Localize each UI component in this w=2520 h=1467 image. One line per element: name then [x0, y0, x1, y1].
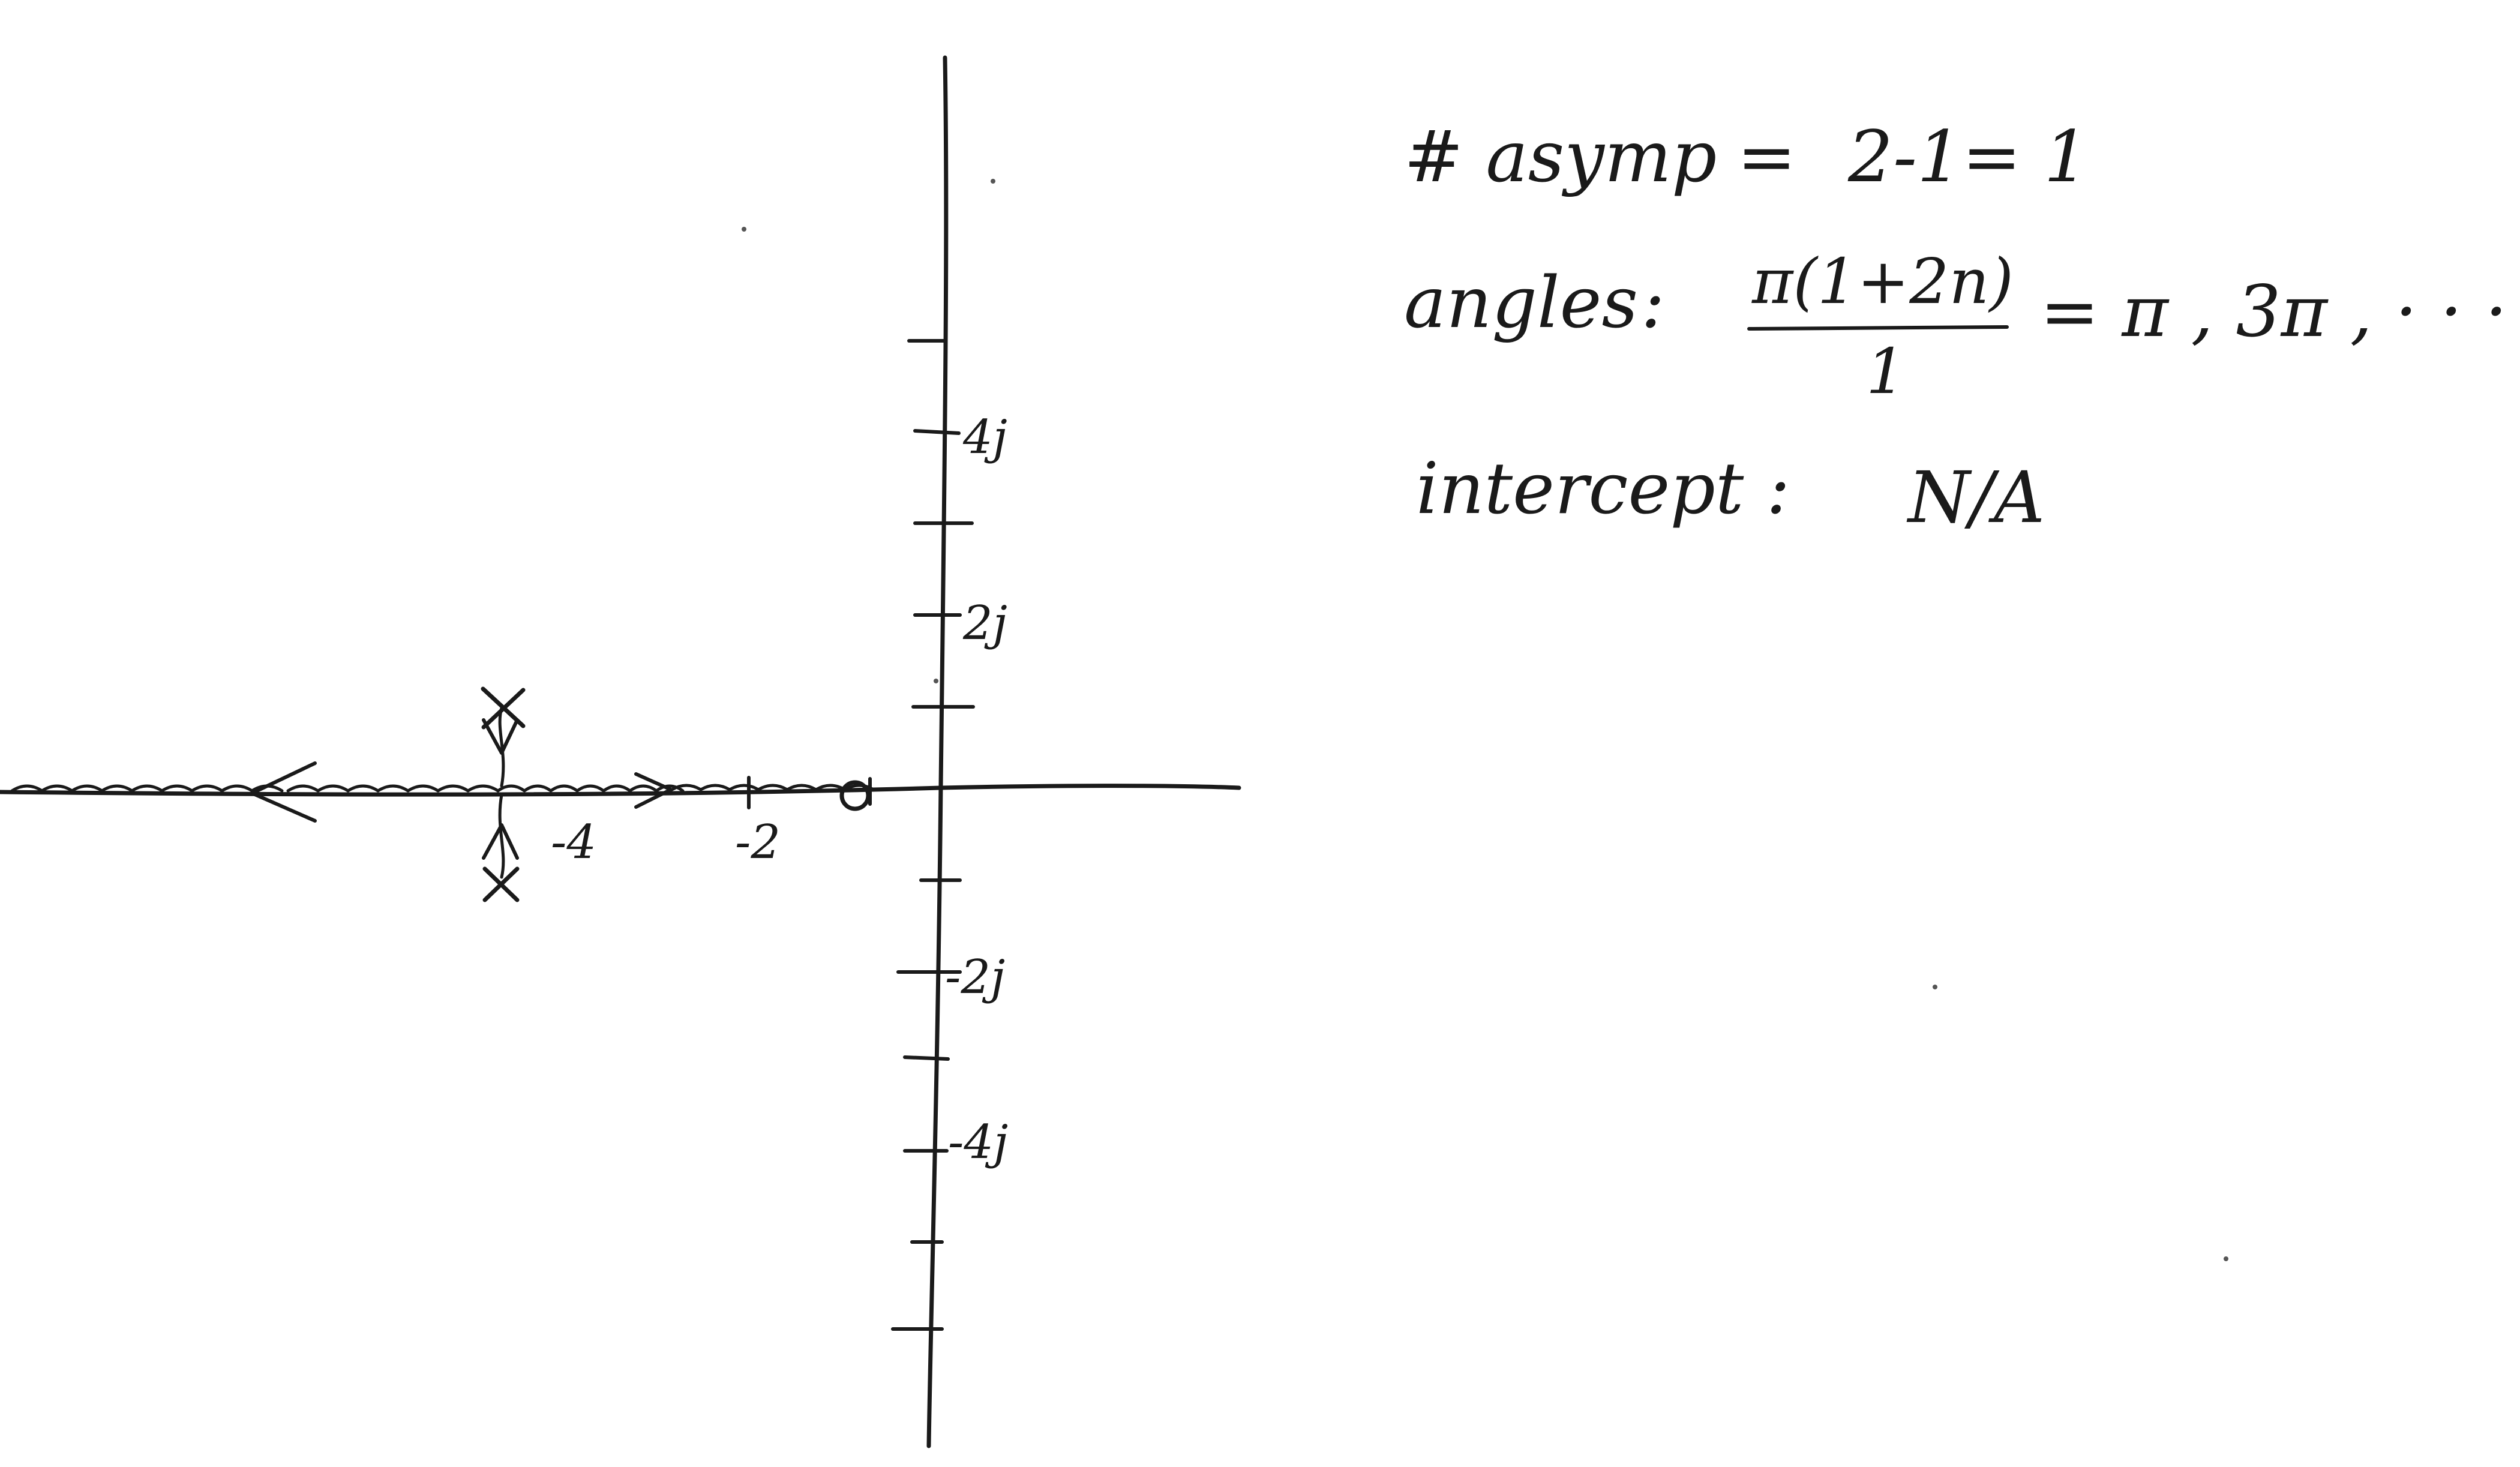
intercept-value: N/A	[1906, 456, 2045, 539]
locus-real-axis-left	[10, 784, 500, 793]
locus-real-axis-segment	[496, 784, 875, 793]
label-real-neg2: -2	[735, 815, 781, 869]
angles-numerator: π(1+2n)	[1751, 245, 2014, 318]
asymptotes-label: # asymp	[1404, 115, 1717, 198]
arrow-left-icon	[250, 761, 317, 823]
angles-denominator: 1	[1866, 335, 1906, 408]
asymptotes-equals: =	[1737, 115, 1796, 198]
pole-lower-mark	[482, 866, 520, 902]
pole-upper-mark	[481, 686, 526, 730]
label-imag-neg4j: -4j	[948, 1115, 1008, 1169]
zero-mark	[839, 780, 871, 811]
real-axis	[0, 784, 1241, 797]
intercept-label: intercept :	[1416, 447, 1790, 530]
arrow-right-icon	[634, 772, 673, 809]
scan-dust	[742, 179, 2228, 1261]
label-imag-2j: 2j	[962, 596, 1007, 650]
asymptotes-value: 2-1= 1	[1847, 115, 2089, 198]
angles-label: angles	[1404, 261, 1638, 344]
asymptote-notes: # asymp = 2-1= 1 angles : π(1+2n) 1 = π …	[1404, 115, 2507, 539]
label-imag-4j: 4j	[962, 410, 1007, 464]
label-imag-neg2j: -2j	[945, 950, 1005, 1004]
angles-fraction-bar	[1747, 325, 2009, 331]
locus-upper-branch	[498, 706, 505, 788]
arrow-down-icon	[482, 718, 519, 755]
angles-colon: :	[1641, 261, 1665, 344]
label-real-neg4: -4	[551, 815, 596, 869]
arrow-up-icon	[482, 823, 519, 860]
real-axis-ticks	[747, 776, 872, 809]
angles-result: = π , 3π , · · ·	[2040, 270, 2507, 353]
imaginary-axis-ticks	[891, 339, 975, 1331]
imaginary-axis	[926, 55, 949, 1448]
locus-lower-branch	[498, 793, 505, 879]
